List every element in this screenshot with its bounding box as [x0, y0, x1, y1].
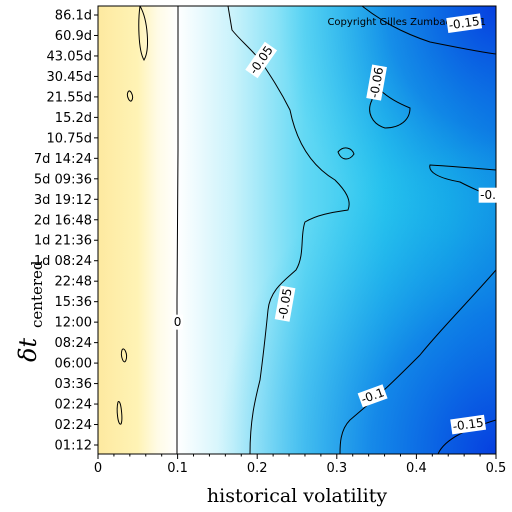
contour-label: -0.15 [446, 13, 483, 33]
contour-label-text: -0. [480, 188, 496, 202]
y-tick-label: 10.75d [47, 131, 92, 146]
contour-label-bg [366, 64, 387, 101]
x-tick-label: 0.4 [406, 461, 427, 476]
x-axis-title: historical volatility [207, 485, 387, 507]
y-tick-label: 22:48 [55, 275, 92, 290]
y-tick-label: 5d 09:36 [34, 172, 92, 187]
contour-minus015-bottom [437, 419, 496, 454]
contour-left-top [138, 6, 148, 61]
y-tick-label: 60.9d [55, 29, 92, 44]
y-axis-title-sub: centered [28, 260, 46, 328]
x-tick-label: 0.2 [247, 461, 268, 476]
y-tick-label: 03:36 [55, 377, 92, 392]
contour-minus015-top [361, 6, 496, 55]
contour-label: 0 [172, 314, 183, 330]
y-tick-label: 21.55d [47, 90, 92, 105]
y-tick-label: 02:24 [55, 398, 92, 413]
y-tick-label: 15:36 [55, 295, 92, 310]
contour-label-text: -0.05 [275, 287, 294, 320]
y-axis-title: δt centered [14, 260, 46, 362]
plot-frame [97, 5, 497, 455]
contour-label: -0.15 [450, 414, 487, 435]
contour-label-text: -0.15 [448, 14, 481, 32]
x-tick-label: 0.3 [326, 461, 347, 476]
contour-loop-2 [121, 348, 127, 363]
contour-label-text: 0 [174, 315, 182, 329]
y-axis-title-main: δt [14, 338, 42, 362]
y-axis: 01:12 02:24 02:24 03:36 06:00 08:24 12:00 15:36… [34, 9, 98, 454]
contour-labels: 0-0.05-0.05-0.06-0.1-0.15-0.15-0. [172, 13, 498, 435]
contour-zero [176, 6, 179, 454]
x-tick-label: 0.1 [167, 461, 188, 476]
y-tick-label: 01:12 [55, 439, 92, 454]
y-tick-label: 15.2d [55, 111, 92, 126]
contour-loop-1 [127, 90, 133, 102]
contour-label: -0.06 [366, 64, 387, 101]
contour-label-bg [172, 314, 183, 330]
y-tick-label: 1d 08:24 [34, 254, 92, 269]
y-tick-label: 12:00 [55, 316, 92, 331]
y-tick-label: 06:00 [55, 357, 92, 372]
x-tick-label: 0.5 [486, 461, 507, 476]
y-tick-label: 86.1d [55, 9, 92, 24]
y-tick-label: 02:24 [55, 418, 92, 433]
y-tick-label: 30.45d [47, 70, 92, 85]
y-tick-label: 1d 21:36 [34, 234, 92, 249]
contour-label: -0.05 [274, 285, 296, 322]
y-tick-label: 7d 14:24 [34, 152, 92, 167]
contour-label-bg [446, 13, 483, 33]
heatmap-field [98, 6, 496, 454]
contour-label-bg [274, 285, 296, 322]
x-axis: 0 0.1 0.2 0.3 0.4 0.5 [94, 454, 506, 476]
contour-label: -0.1 [357, 384, 388, 408]
contour-label-bg [450, 414, 487, 435]
contour-blob [337, 147, 355, 160]
copyright-text: Copyright Gilles Zumbach 2011 [327, 17, 486, 28]
contour-label: -0. [478, 187, 498, 203]
contour-loop-3 [116, 401, 123, 425]
contour-label-bg [478, 187, 498, 203]
contour-minus01 [339, 269, 496, 454]
contour-label-text: -0.06 [367, 66, 386, 99]
x-tick-label: 0 [94, 461, 102, 476]
y-tick-label: 3d 19:12 [34, 193, 92, 208]
contour-label-bg [357, 384, 388, 408]
contour-label-bg [245, 41, 278, 79]
y-tick-label: 43.05d [47, 49, 92, 64]
y-tick-label: 2d 16:48 [34, 213, 92, 228]
contour-minus005 [227, 6, 350, 454]
y-tick-label: 08:24 [55, 336, 92, 351]
contour-label-text: -0.15 [452, 415, 485, 433]
contour-minus006 [369, 78, 411, 129]
contour-lines [116, 6, 496, 454]
